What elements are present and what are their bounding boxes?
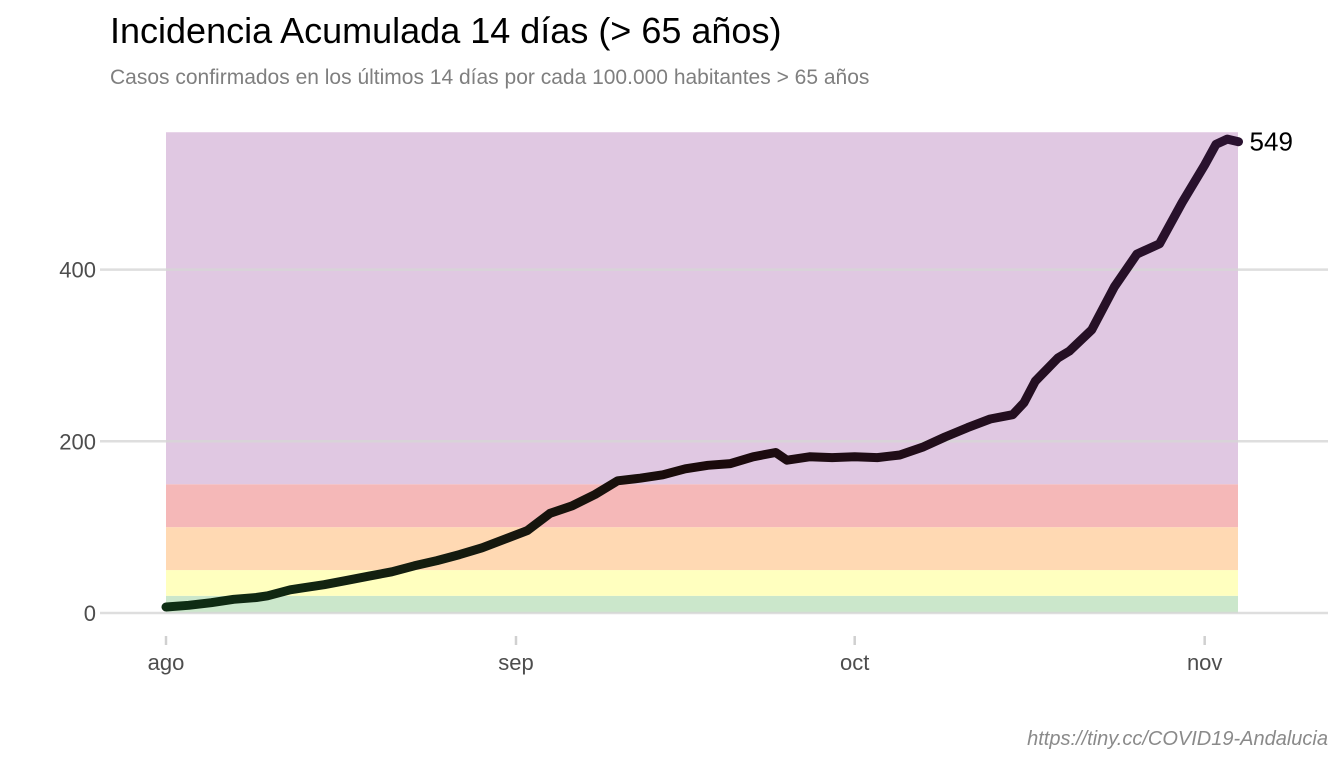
risk-band-2 xyxy=(166,527,1238,571)
x-tick-label: sep xyxy=(498,650,533,675)
source-link[interactable]: https://tiny.cc/COVID19-Andalucia xyxy=(1027,728,1328,750)
series-line xyxy=(161,134,1243,612)
risk-band-0 xyxy=(166,595,1238,613)
x-axis: ago sep oct nov xyxy=(148,636,1222,675)
end-value-label: 549 xyxy=(1250,127,1293,157)
y-tick-label: 200 xyxy=(59,429,96,454)
chart-title: Incidencia Acumulada 14 días (> 65 años) xyxy=(110,10,782,51)
x-tick-label: oct xyxy=(840,650,869,675)
risk-band-3 xyxy=(166,484,1238,528)
risk-band-4 xyxy=(166,132,1238,485)
y-tick-label: 0 xyxy=(84,601,96,626)
risk-bands xyxy=(166,132,1238,613)
y-axis: 0 200 400 xyxy=(59,258,96,626)
x-tick-label: nov xyxy=(1187,650,1222,675)
x-tick-label: ago xyxy=(148,650,185,675)
chart-subtitle: Casos confirmados en los últimos 14 días… xyxy=(110,66,870,89)
y-tick-label: 400 xyxy=(59,258,96,283)
